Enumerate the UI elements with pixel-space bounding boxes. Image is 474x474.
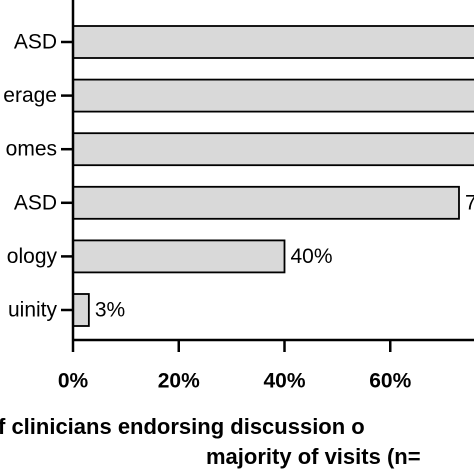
y-tick-label: uinity	[8, 299, 58, 322]
data-label: 40%	[291, 245, 333, 268]
bar	[72, 185, 460, 220]
bar	[72, 239, 286, 274]
data-label: 7	[465, 191, 474, 214]
x-tick-label: 40%	[263, 370, 305, 393]
bar	[72, 293, 90, 327]
y-tick-label: ASD	[14, 31, 57, 54]
x-tick-label: 0%	[58, 370, 89, 393]
bar	[72, 25, 474, 59]
x-tick-label: 20%	[158, 370, 200, 393]
bar	[72, 78, 474, 113]
x-tick-label: 60%	[369, 370, 411, 393]
x-axis-title: f clinicians endorsing discussion o	[0, 414, 365, 439]
y-tick-label: erage	[3, 84, 57, 107]
bar	[72, 132, 474, 167]
y-tick-label: omes	[6, 138, 57, 161]
x-axis-title: majority of visits (n=	[206, 444, 421, 469]
y-tick-label: ology	[7, 245, 58, 268]
y-tick-label: ASD	[14, 191, 57, 214]
data-label: 3%	[95, 299, 125, 322]
